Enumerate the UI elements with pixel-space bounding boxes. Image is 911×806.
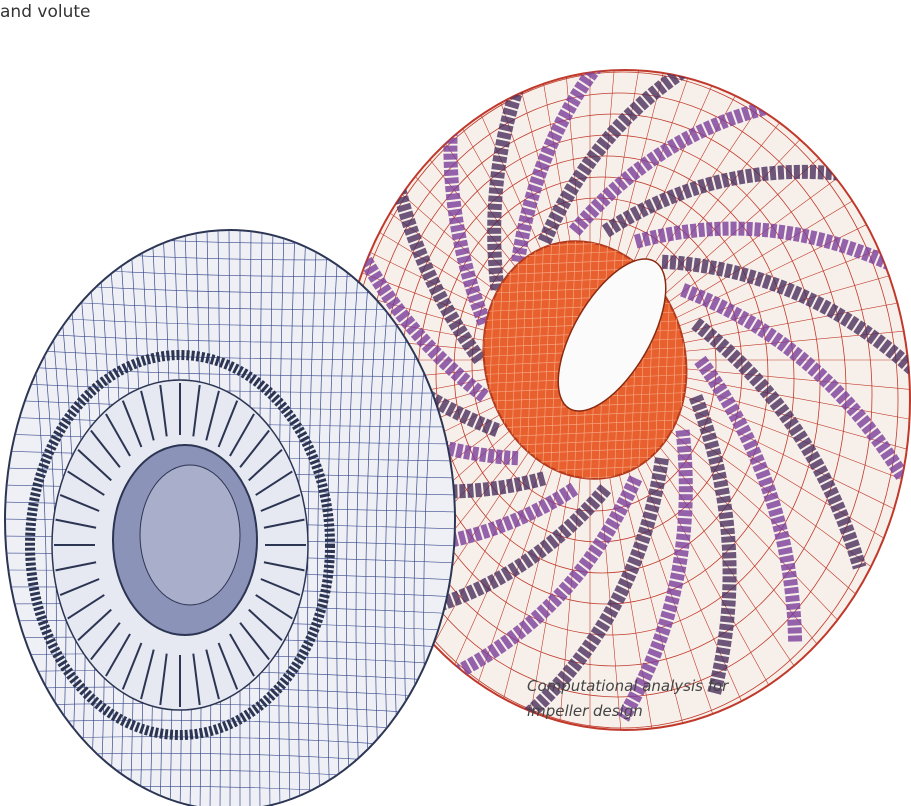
vane bbox=[67, 470, 105, 496]
vane bbox=[255, 594, 293, 620]
vane bbox=[159, 653, 168, 706]
hub-line bbox=[549, 229, 561, 491]
volute-mesh bbox=[4, 229, 456, 806]
mesh-ring bbox=[435, 176, 769, 574]
mesh-line bbox=[5, 703, 455, 717]
hub-line bbox=[469, 409, 701, 421]
vane bbox=[105, 633, 131, 677]
hub-bore bbox=[557, 258, 667, 412]
blade bbox=[661, 254, 910, 381]
blade bbox=[680, 283, 909, 480]
vane bbox=[192, 384, 201, 437]
blade bbox=[443, 70, 491, 326]
impeller-mesh bbox=[339, 69, 911, 731]
vane bbox=[205, 390, 220, 441]
vane bbox=[121, 642, 143, 690]
vane bbox=[59, 578, 100, 596]
mesh-line bbox=[336, 230, 351, 806]
header-text: and volute bbox=[0, 2, 91, 22]
vane bbox=[260, 578, 301, 596]
vane bbox=[121, 400, 143, 448]
vane bbox=[229, 633, 255, 677]
hub-line bbox=[541, 229, 553, 491]
mesh-line bbox=[5, 348, 455, 360]
vane bbox=[263, 561, 305, 572]
vane bbox=[205, 649, 220, 700]
blade bbox=[537, 70, 743, 245]
vane bbox=[90, 622, 121, 661]
caption: Computational analysis for impeller desi… bbox=[527, 674, 728, 724]
mesh-line bbox=[316, 230, 329, 806]
vane bbox=[217, 642, 239, 690]
vane bbox=[140, 649, 155, 700]
vane bbox=[239, 429, 270, 468]
vane bbox=[192, 653, 201, 706]
vane bbox=[77, 449, 112, 482]
mesh-line bbox=[5, 365, 455, 377]
caption-line: impeller design bbox=[527, 702, 643, 720]
mesh-line bbox=[5, 331, 455, 344]
mesh-line bbox=[345, 230, 362, 806]
vane bbox=[90, 429, 121, 468]
vane bbox=[263, 518, 305, 529]
vane bbox=[55, 561, 97, 572]
blade bbox=[616, 429, 693, 722]
volute-ring bbox=[25, 350, 335, 740]
vane bbox=[67, 594, 105, 620]
mesh-line bbox=[307, 230, 318, 806]
blade bbox=[689, 394, 737, 696]
vane bbox=[77, 608, 112, 641]
blade bbox=[524, 457, 669, 719]
blade bbox=[487, 70, 564, 291]
vane bbox=[55, 518, 97, 529]
vane bbox=[255, 470, 293, 496]
vane bbox=[248, 449, 283, 482]
vane bbox=[140, 390, 155, 441]
vane bbox=[229, 413, 255, 457]
vane bbox=[105, 413, 131, 457]
mesh-line bbox=[355, 230, 373, 806]
vane bbox=[159, 384, 168, 437]
hub-line bbox=[533, 229, 545, 491]
vane bbox=[239, 622, 270, 661]
mesh-line bbox=[5, 382, 455, 394]
blade bbox=[633, 221, 910, 280]
vane bbox=[260, 494, 301, 512]
vane bbox=[217, 400, 239, 448]
blade bbox=[437, 475, 643, 688]
volute-eye-inner bbox=[139, 464, 241, 606]
caption-line: Computational analysis for bbox=[527, 677, 729, 695]
blade bbox=[511, 70, 656, 263]
blade bbox=[691, 317, 867, 570]
blade bbox=[340, 150, 489, 403]
blade bbox=[340, 240, 500, 437]
mesh-line bbox=[365, 230, 384, 806]
hub-line bbox=[469, 418, 701, 430]
vane bbox=[248, 608, 283, 641]
vane bbox=[59, 494, 100, 512]
